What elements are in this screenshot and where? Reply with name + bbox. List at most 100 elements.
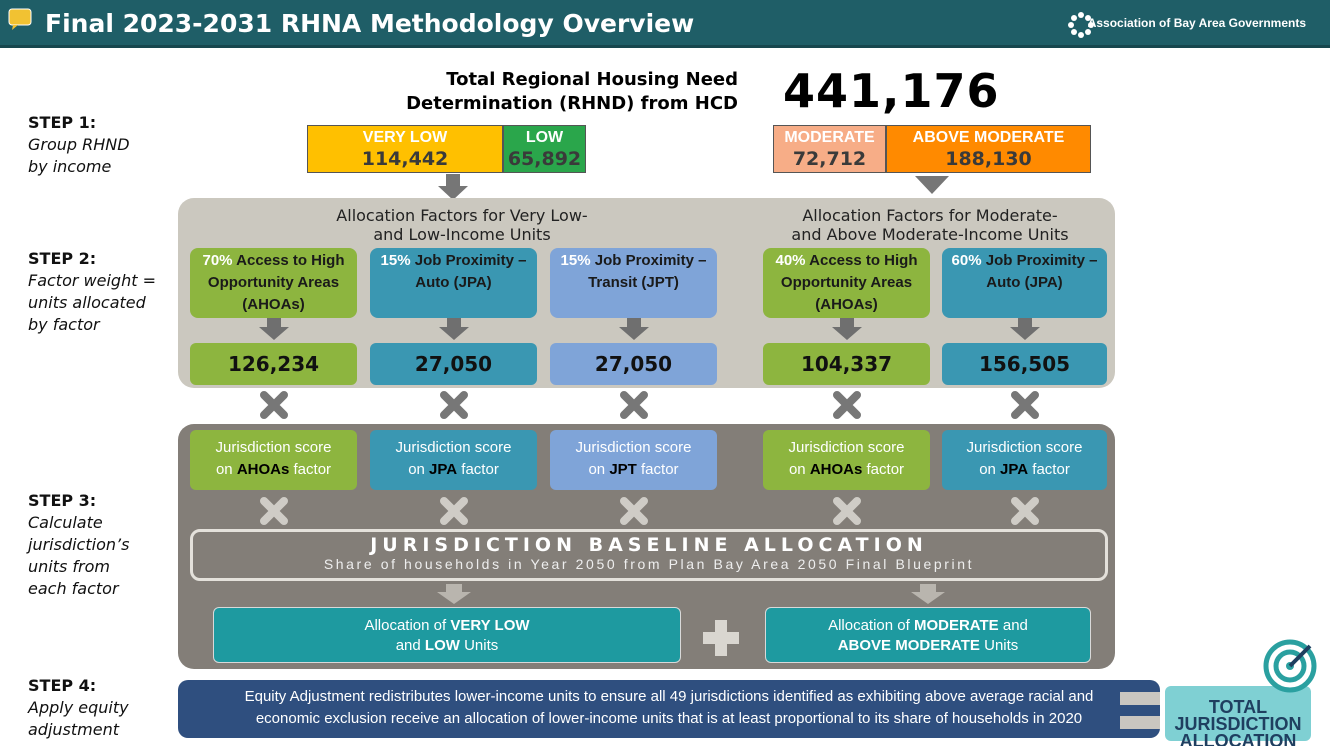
score-text: factor xyxy=(293,461,332,478)
allocation-text: ABOVE MODERATE xyxy=(837,637,980,654)
arrow xyxy=(1009,318,1040,340)
group-title-line: and Low-Income Units xyxy=(373,225,551,244)
factor-box: 60% Job Proximity – Auto (JPA) xyxy=(942,248,1107,318)
title: Final 2023-2031 RHNA Methodology Overvie… xyxy=(45,9,695,38)
step-desc: Group RHND xyxy=(28,135,130,154)
factor-name: Access to High Opportunity Areas (AHOAs) xyxy=(207,252,345,313)
factor-box: 70% Access to High Opportunity Areas (AH… xyxy=(190,248,357,318)
score-text: on xyxy=(788,461,806,478)
allocation-text: and xyxy=(395,637,421,654)
arrow xyxy=(437,584,471,604)
score-factor: AHOAs xyxy=(809,461,863,478)
group-title: Allocation Factors for Moderate-and Abov… xyxy=(750,206,1110,244)
income-name: ABOVE MODERATE xyxy=(912,129,1065,146)
equity-line: economic exclusion receive an allocation… xyxy=(255,710,1083,727)
baseline-title: JURISDICTION BASELINE ALLOCATION xyxy=(370,534,928,556)
factor-name: Job Proximity – Auto (JPA) xyxy=(414,252,527,291)
multiply xyxy=(619,497,648,525)
result-line: JURISDICTION xyxy=(1174,714,1302,734)
score-factor: AHOAs xyxy=(236,461,290,478)
score-box: Jurisdiction score on AHOAs factor xyxy=(763,430,930,490)
arrow xyxy=(258,318,289,340)
income-name: VERY LOW xyxy=(362,129,448,146)
income-box: MODERATE 72,712 xyxy=(773,125,886,173)
multiply xyxy=(439,497,468,525)
plus xyxy=(703,620,739,656)
score-factor: JPT xyxy=(609,461,637,478)
total-label: Total Regional Housing Need Determination… xyxy=(378,68,738,116)
factor-weight: 40% xyxy=(775,252,806,269)
step: STEP 3: Calculate jurisdiction’s units from… xyxy=(28,490,129,600)
step-label: STEP 1: xyxy=(28,113,97,132)
result-line: TOTAL xyxy=(1208,697,1268,717)
income-name: MODERATE xyxy=(784,129,875,146)
factor-units: 27,050 xyxy=(414,352,493,376)
equity-line: Equity Adjustment redistributes lower-in… xyxy=(244,688,1094,705)
allocation-text: Allocation of xyxy=(364,617,447,634)
score-box: Jurisdiction score on AHOAs factor xyxy=(190,430,357,490)
step-desc: Factor weight = xyxy=(28,271,156,290)
unit-box: 126,234 xyxy=(190,343,357,385)
allocation-box: Allocation of MODERATE and ABOVE MODERATE… xyxy=(765,607,1091,663)
allocation-text: Units xyxy=(464,637,499,654)
baseline-subtitle: Share of households in Year 2050 from Pl… xyxy=(323,556,975,572)
multiply xyxy=(259,391,288,419)
score-text: factor xyxy=(1032,461,1070,478)
allocation-box: Allocation of VERY LOW and LOW Units xyxy=(213,607,681,663)
score-box: Jurisdiction score on JPA factor xyxy=(370,430,537,490)
result-line: ALLOCATION xyxy=(1179,731,1297,746)
step: STEP 2: Factor weight = units allocated by … xyxy=(28,248,156,336)
income-value: 72,712 xyxy=(792,148,867,170)
multiply xyxy=(439,391,468,419)
factor-name: Job Proximity – Transit (JPT) xyxy=(588,252,707,291)
income-value: 65,892 xyxy=(507,148,582,170)
step-desc: Calculate xyxy=(28,513,103,532)
score-text: Jurisdiction score xyxy=(788,439,905,456)
income-box: VERY LOW 114,442 xyxy=(307,125,503,173)
step-desc: adjustment xyxy=(28,720,119,739)
total-value: 441,176 xyxy=(783,64,1000,118)
multiply xyxy=(1010,497,1039,525)
factor-units: 126,234 xyxy=(227,352,320,376)
step: STEP 4: Apply equity adjustment xyxy=(28,675,129,741)
allocation-text: MODERATE xyxy=(913,617,999,634)
chat-icon xyxy=(8,8,32,30)
income-value: 188,130 xyxy=(945,148,1032,170)
arrow xyxy=(438,318,469,340)
score-box: Jurisdiction score on JPA factor xyxy=(942,430,1107,490)
allocation-text: Units xyxy=(984,637,1019,654)
arrow xyxy=(618,318,649,340)
target-icon xyxy=(1263,639,1317,693)
unit-box: 27,050 xyxy=(370,343,537,385)
abag-logo xyxy=(1068,12,1094,38)
score-text: on xyxy=(215,461,233,478)
score-text: factor xyxy=(641,461,679,478)
group-title-line: Allocation Factors for Very Low- xyxy=(336,206,588,225)
group-title-line: and Above Moderate-Income Units xyxy=(791,225,1069,244)
score-text: factor xyxy=(461,461,499,478)
step-label: STEP 3: xyxy=(28,491,97,510)
factor-weight: 70% xyxy=(202,252,233,269)
total-label-line: Determination (RHND) from HCD xyxy=(406,93,738,114)
income-box: ABOVE MODERATE 188,130 xyxy=(886,125,1091,173)
total-label-line: Total Regional Housing Need xyxy=(446,69,738,90)
factor-units: 104,337 xyxy=(800,352,893,376)
step-desc: units from xyxy=(28,557,111,576)
group-title-line: Allocation Factors for Moderate- xyxy=(802,206,1058,225)
allocation-text: Allocation of xyxy=(828,617,910,634)
step-desc: jurisdiction’s xyxy=(28,535,130,554)
factor-units: 156,505 xyxy=(978,352,1071,376)
factor-weight: 60% xyxy=(951,252,982,269)
score-text: on xyxy=(979,461,996,478)
score-text: Jurisdiction score xyxy=(395,439,512,456)
arrow xyxy=(831,318,862,340)
score-factor: JPA xyxy=(429,461,458,478)
result-box: TOTAL JURISDICTION ALLOCATION xyxy=(1165,686,1311,746)
step-label: STEP 2: xyxy=(28,249,97,268)
income-box: LOW 65,892 xyxy=(503,125,586,173)
step-desc: by factor xyxy=(28,315,100,334)
organization: Association of Bay Area Governments xyxy=(1087,16,1306,30)
multiply xyxy=(1010,391,1039,419)
header-bar xyxy=(0,0,1330,48)
